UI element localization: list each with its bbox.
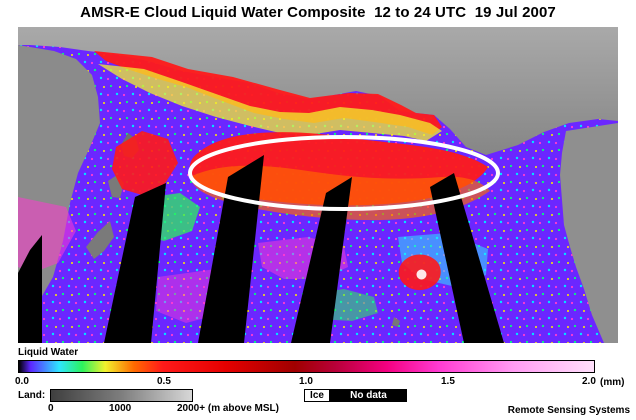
land-tick-2000: 2000+ (m above MSL) [177,403,279,414]
no-data-swath-3 [291,177,352,343]
land-elevation-bar [50,389,193,402]
liquid-water-label: Liquid Water [18,347,79,358]
ice-legend: Ice [304,389,330,402]
northern-yellow-band [98,64,442,141]
no-data-swath-1 [104,183,166,343]
japan-island [86,221,114,259]
scale-tick-20: 2.0 [582,376,596,387]
hawaii-island [392,317,400,327]
highlight-ellipse [188,135,500,211]
no-data-legend: No data [330,389,407,402]
scale-tick-10: 1.0 [299,376,313,387]
liquid-water-colorbar [18,360,595,373]
scale-unit: (mm) [600,377,625,388]
credit-text: Remote Sensing Systems [507,405,630,416]
no-data-swath-4 [430,173,504,343]
land-label: Land: [18,390,46,401]
land-tick-0: 0 [48,403,54,414]
storm-eye [416,269,427,280]
north-america-landmass [560,123,618,343]
map-canvas [18,27,618,343]
no-data-swath-edge [18,235,42,343]
kamchatka-cloud-cluster [112,131,178,195]
scale-tick-15: 1.5 [441,376,455,387]
satellite-map[interactable] [18,27,618,343]
scale-tick-0: 0.0 [15,376,29,387]
scale-tick-05: 0.5 [157,376,171,387]
northern-landmass [18,27,618,155]
page-title: AMSR-E Cloud Liquid Water Composite 12 t… [80,4,556,21]
land-tick-1000: 1000 [109,403,132,414]
